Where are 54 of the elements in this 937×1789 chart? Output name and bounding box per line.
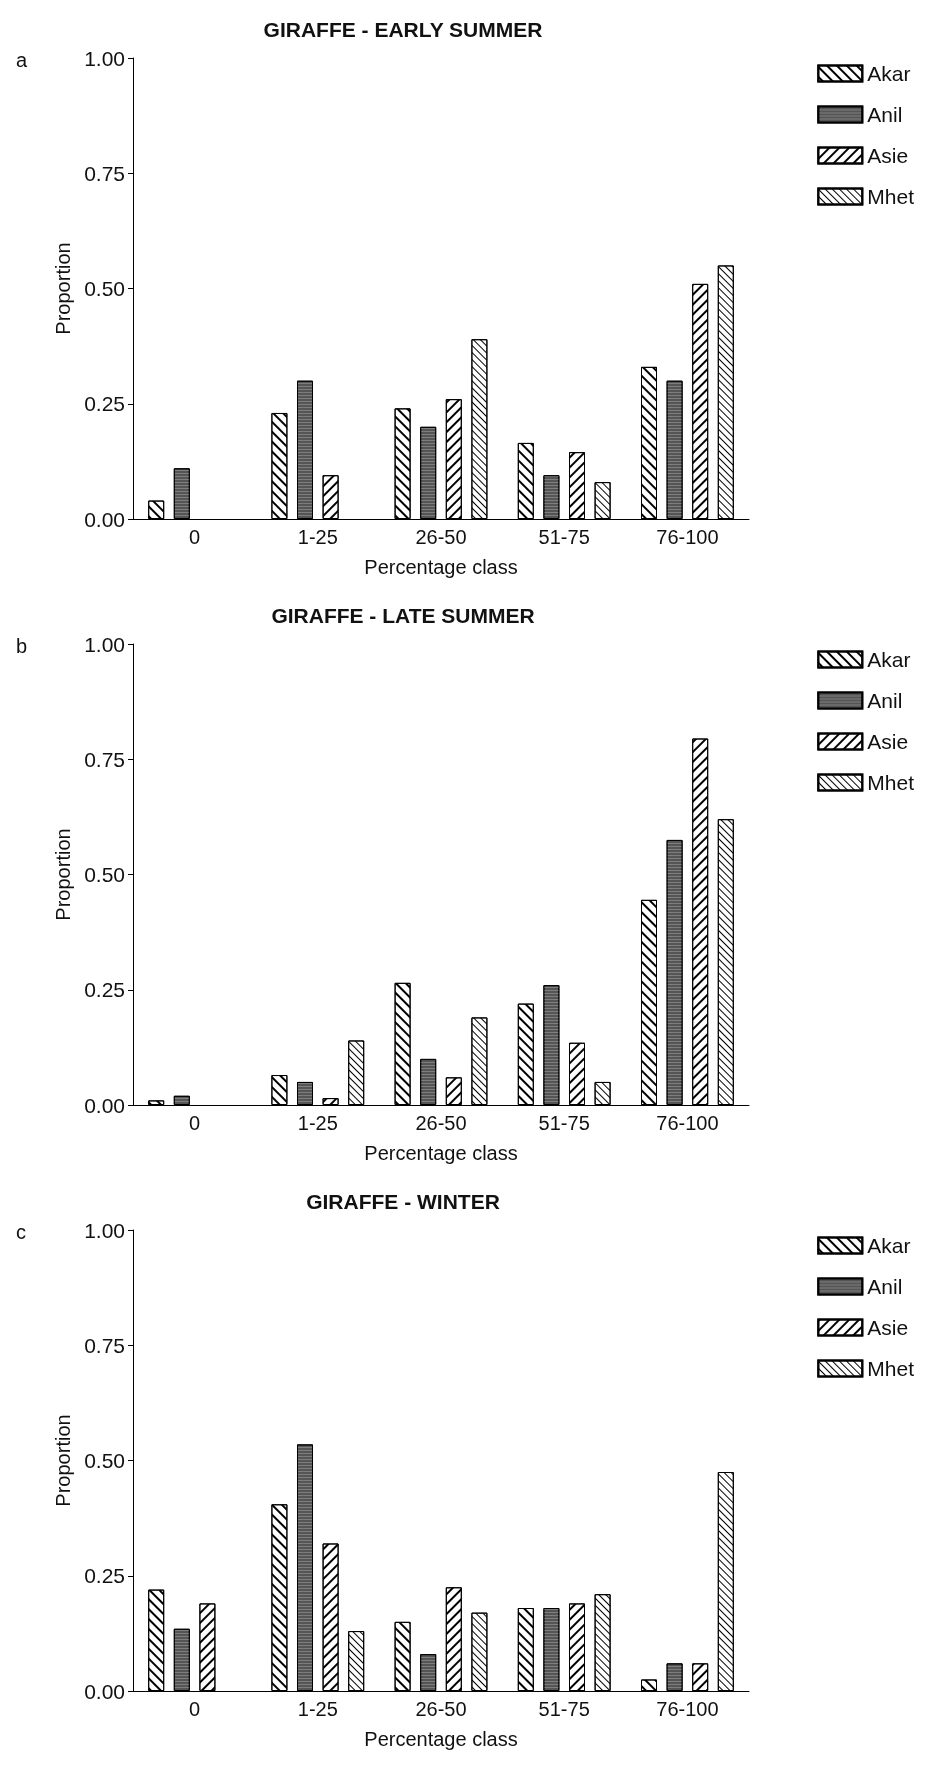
x-tick-label: 26-50 bbox=[415, 1112, 467, 1134]
x-tick-label: 1-25 bbox=[297, 526, 338, 548]
legend-label: Mhet bbox=[867, 1357, 915, 1380]
legend-label: Asie bbox=[867, 730, 909, 753]
legend-label: Mhet bbox=[867, 771, 915, 794]
y-axis-title: Proportion bbox=[52, 828, 74, 921]
y-tick-label: 0.25 bbox=[84, 392, 125, 416]
legend-label: Akar bbox=[867, 648, 911, 671]
text: b bbox=[16, 635, 28, 657]
x-tick-label: 0 bbox=[189, 1698, 201, 1720]
y-axis-title: Proportion bbox=[52, 242, 74, 335]
y-tick-label: 0.25 bbox=[84, 1564, 125, 1588]
y-tick-label: 0.50 bbox=[84, 1449, 125, 1472]
x-axis-title: Percentage class bbox=[364, 1728, 518, 1750]
text: a bbox=[16, 49, 28, 71]
chart-title: GIRAFFE - WINTER bbox=[306, 1190, 500, 1213]
legend-label: Anil bbox=[867, 1275, 903, 1298]
legend-label: Mhet bbox=[867, 185, 915, 208]
x-axis-title: Percentage class bbox=[364, 556, 518, 578]
y-tick-label: 1.00 bbox=[84, 1218, 125, 1242]
x-tick-label: 76-100 bbox=[656, 1112, 719, 1134]
chart-title: GIRAFFE - LATE SUMMER bbox=[271, 604, 535, 627]
y-tick-label: 0.50 bbox=[84, 277, 125, 300]
y-tick-label: 0.75 bbox=[84, 747, 125, 771]
x-tick-label: 76-100 bbox=[656, 1698, 719, 1720]
x-tick-label: 26-50 bbox=[415, 1698, 467, 1720]
y-tick-label: 0.75 bbox=[84, 1333, 125, 1357]
y-tick-label: 1.00 bbox=[84, 46, 125, 70]
chart-title: GIRAFFE - EARLY SUMMER bbox=[263, 18, 543, 41]
legend-label: Anil bbox=[867, 689, 903, 712]
legend-label: Akar bbox=[867, 62, 911, 85]
legend-label: Asie bbox=[867, 144, 909, 167]
x-tick-label: 51-75 bbox=[538, 1112, 590, 1134]
legend-label: Akar bbox=[867, 1234, 911, 1257]
y-tick-label: 1.00 bbox=[84, 632, 125, 656]
x-tick-label: 51-75 bbox=[538, 526, 590, 548]
x-tick-label: 0 bbox=[189, 526, 201, 548]
y-tick-label: 0.00 bbox=[84, 1679, 125, 1703]
x-axis-title: Percentage class bbox=[364, 1142, 518, 1164]
legend-label: Anil bbox=[867, 103, 903, 126]
x-tick-label: 0 bbox=[189, 1112, 201, 1134]
x-tick-label: 1-25 bbox=[297, 1112, 338, 1134]
y-axis-title: Proportion bbox=[52, 1414, 74, 1507]
y-tick-label: 0.75 bbox=[84, 161, 125, 185]
y-tick-label: 0.50 bbox=[84, 863, 125, 886]
legend-label: Asie bbox=[867, 1316, 909, 1339]
y-tick-label: 0.00 bbox=[84, 1093, 125, 1117]
x-tick-label: 76-100 bbox=[656, 526, 719, 548]
y-tick-label: 0.00 bbox=[84, 507, 125, 531]
x-tick-label: 51-75 bbox=[538, 1698, 590, 1720]
x-tick-label: 1-25 bbox=[297, 1698, 338, 1720]
x-tick-label: 26-50 bbox=[415, 526, 467, 548]
y-tick-label: 0.25 bbox=[84, 978, 125, 1002]
text: c bbox=[16, 1221, 26, 1243]
